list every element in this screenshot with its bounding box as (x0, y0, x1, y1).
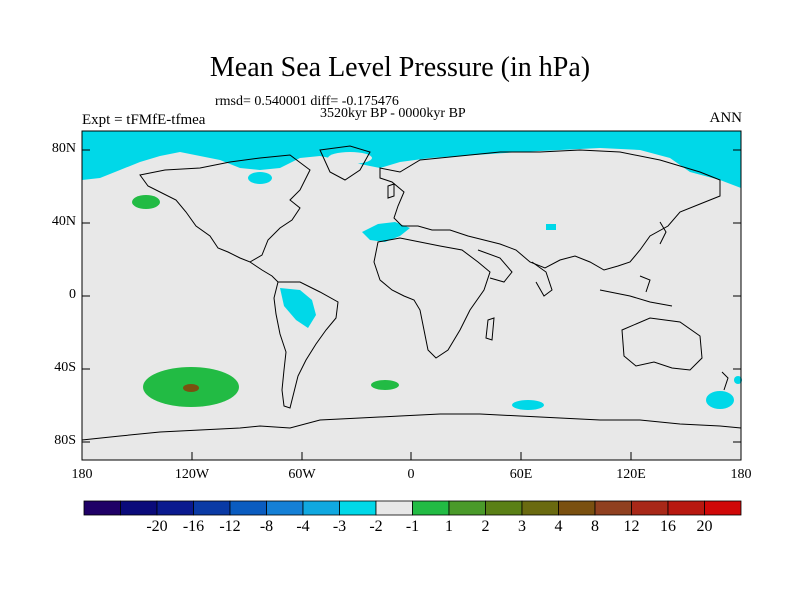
colorbar-tick-label: -20 (146, 518, 168, 535)
colorbar-tick-label: 2 (481, 518, 490, 535)
colorbar-tick-label: 3 (518, 518, 526, 535)
colorbar-tick-label: 4 (554, 518, 563, 535)
lat-label: 40S (54, 360, 76, 375)
colorbar-swatch (485, 500, 523, 516)
lon-label: 180 (730, 467, 752, 482)
lon-label: 180 (71, 467, 93, 482)
lon-label: 60E (509, 467, 533, 482)
colorbar-tick-label: 12 (623, 518, 640, 535)
colorbar-swatch (120, 500, 158, 516)
stats-subtitle: rmsd= 0.540001 diff= -0.175476 (215, 94, 399, 109)
axis-ticks (82, 149, 741, 460)
experiment-label: Expt = tFMfE-tfmea (82, 112, 206, 128)
colorbar-swatch (193, 500, 231, 516)
chart-title: Mean Sea Level Pressure (in hPa) (209, 52, 591, 83)
season-label: ANN (709, 110, 743, 126)
south-pacific-brown (183, 384, 199, 392)
asia-cyan (546, 224, 556, 230)
colorbar-swatch (448, 500, 486, 516)
arctic-patch (248, 172, 272, 184)
arctic-cyan-region (82, 131, 741, 188)
colorbar (83, 500, 742, 516)
colorbar-tick-label: 1 (445, 518, 453, 535)
colorbar-swatch (667, 500, 705, 516)
lat-label: 80S (54, 433, 76, 448)
colorbar-tick-label: -12 (219, 518, 241, 535)
lon-label: 0 (407, 467, 415, 482)
arctic-patch (328, 152, 372, 164)
coastlines (81, 145, 742, 441)
lat-label: 0 (69, 287, 76, 302)
colorbar-swatch (229, 500, 267, 516)
colorbar-swatch (266, 500, 304, 516)
lat-label: 40N (51, 214, 76, 229)
colorbar-swatch (302, 500, 340, 516)
period-subtitle: 3520kyr BP - 0000kyr BP (320, 106, 466, 121)
colorbar-swatch (704, 500, 742, 516)
colorbar-tick-label: -16 (182, 518, 205, 535)
north-pacific-green (132, 195, 160, 209)
colorbar-swatch (83, 500, 121, 516)
southern-ocean-cyan (512, 400, 544, 410)
colorbar-tick-label: -2 (369, 518, 383, 535)
colorbar-tick-label: -3 (332, 518, 347, 535)
colorbar-swatch (412, 500, 450, 516)
lon-label: 60W (288, 467, 316, 482)
southern-ocean-cyan (706, 391, 734, 409)
lat-label: 80N (51, 141, 76, 156)
colorbar-tick-label: 20 (696, 518, 713, 535)
colorbar-tick-label: -8 (259, 518, 274, 535)
south-america-cyan (280, 288, 316, 328)
colorbar-tick-label: -1 (405, 518, 420, 535)
colorbar-swatch (594, 500, 632, 516)
colorbar-swatch (521, 500, 559, 516)
lon-label: 120E (616, 467, 646, 482)
colorbar-swatch (375, 500, 413, 516)
colorbar-swatch (631, 500, 669, 516)
south-atlantic-green (371, 380, 399, 390)
colorbar-tick-label: 16 (660, 518, 676, 535)
iberia-cyan (362, 222, 410, 242)
map-background (82, 131, 741, 460)
lon-label: 120W (174, 467, 210, 482)
colorbar-tick-label: 8 (591, 518, 599, 535)
southern-ocean-cyan (734, 376, 742, 384)
colorbar-tick-label: -4 (296, 518, 310, 535)
colorbar-swatch (156, 500, 194, 516)
colorbar-swatch (558, 500, 596, 516)
colorbar-swatch (339, 500, 377, 516)
